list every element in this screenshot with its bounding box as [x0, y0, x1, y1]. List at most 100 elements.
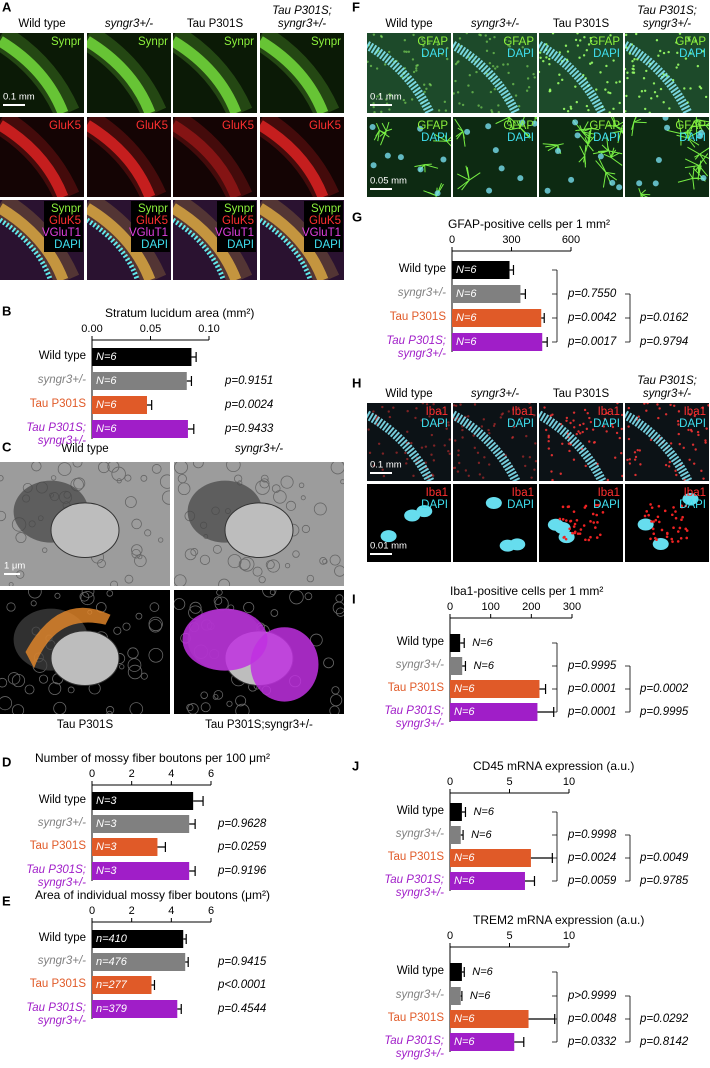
channel-label: Synpr [311, 203, 341, 215]
channel-label: Iba1 [684, 406, 706, 418]
astrocyte-process [542, 143, 558, 146]
cell [688, 413, 692, 416]
astrocyte-process [382, 130, 387, 140]
cell [432, 444, 436, 447]
cell [550, 454, 554, 457]
astrocyte-process [606, 135, 609, 151]
n-label: N=6 [472, 966, 493, 978]
astrocyte-process [592, 150, 609, 155]
micrograph [625, 403, 709, 481]
p-value: p=0.0001 [567, 683, 616, 695]
microglia [594, 526, 597, 529]
astrocyte-process [457, 173, 470, 181]
cell [612, 59, 615, 62]
astrocyte-process [699, 153, 709, 160]
microglia [596, 521, 599, 524]
vesicle [212, 544, 222, 554]
cell [587, 43, 591, 46]
microglia [654, 518, 658, 522]
astrocyte-process [699, 153, 707, 165]
cell [696, 430, 700, 434]
micrograph-content [174, 590, 344, 714]
cell [573, 426, 576, 429]
cell [482, 418, 486, 421]
vesicle [280, 475, 294, 489]
astrocyte-process [676, 134, 688, 139]
nucleus [397, 154, 404, 161]
cell [527, 86, 531, 89]
cell [528, 455, 532, 459]
vesicle [234, 474, 243, 483]
channel-label: Iba1 [426, 406, 448, 418]
micrograph [367, 484, 451, 562]
bar [92, 372, 187, 390]
vesicle [285, 500, 297, 511]
x-tick-label: 5 [506, 776, 512, 788]
microglia [595, 513, 599, 517]
channel-label: Iba1 [684, 487, 706, 499]
p-value: p=0.8142 [639, 1036, 689, 1048]
microglia [572, 510, 576, 513]
cell [687, 428, 690, 432]
astrocyte-process [590, 127, 600, 131]
astrocyte-process [615, 125, 623, 133]
astrocyte-process [435, 195, 438, 197]
cell [676, 51, 679, 55]
astrocyte-process [495, 117, 510, 125]
vesicle [340, 479, 344, 485]
bar [450, 987, 461, 1005]
dapi-band [87, 217, 140, 280]
nucleus [544, 187, 551, 194]
cell [635, 33, 638, 36]
cell [643, 89, 647, 92]
vesicle [159, 474, 170, 489]
channel-label: Synpr [224, 36, 254, 48]
astrocyte-process [677, 177, 693, 183]
cell [493, 88, 497, 91]
tissue-band [0, 36, 69, 113]
microglia [594, 503, 598, 507]
n-label: n=410 [96, 933, 128, 945]
cell [445, 427, 448, 430]
x-tick-label: 6 [208, 905, 214, 917]
astrocyte-process [605, 171, 618, 181]
microglia [658, 520, 661, 524]
micrograph-content [369, 121, 451, 197]
cell [405, 50, 408, 54]
astrocyte-process [695, 165, 700, 171]
x-tick-label: 0 [447, 776, 453, 788]
x-tick-label: 100 [481, 601, 499, 613]
p-value: p=0.9415 [217, 956, 267, 968]
vesicle [192, 462, 204, 469]
cell [626, 458, 629, 462]
panel-label: B [2, 303, 11, 318]
cell [636, 448, 639, 452]
cell [613, 456, 617, 459]
n-label: n=476 [96, 956, 128, 968]
cell [456, 61, 459, 64]
cell [704, 441, 707, 444]
cell [504, 38, 507, 42]
vesicle [67, 686, 75, 694]
cell [565, 419, 568, 422]
cell [428, 415, 431, 418]
vesicle [50, 475, 57, 481]
microglia [576, 532, 580, 535]
astrocyte-process [688, 172, 694, 179]
micrograph [453, 117, 537, 197]
cell [584, 464, 587, 468]
cell [688, 38, 691, 41]
nucleus [636, 180, 643, 187]
cell [606, 478, 610, 481]
astrocyte-process [547, 144, 559, 152]
astrocyte-process [519, 127, 531, 139]
vesicle [292, 550, 300, 558]
cell [471, 90, 474, 94]
cell [406, 409, 409, 413]
cell [690, 430, 693, 433]
p-value: p=0.9794 [639, 336, 688, 348]
microglia [649, 503, 652, 506]
cell [525, 89, 529, 92]
cell [514, 94, 518, 97]
cell [420, 419, 423, 422]
